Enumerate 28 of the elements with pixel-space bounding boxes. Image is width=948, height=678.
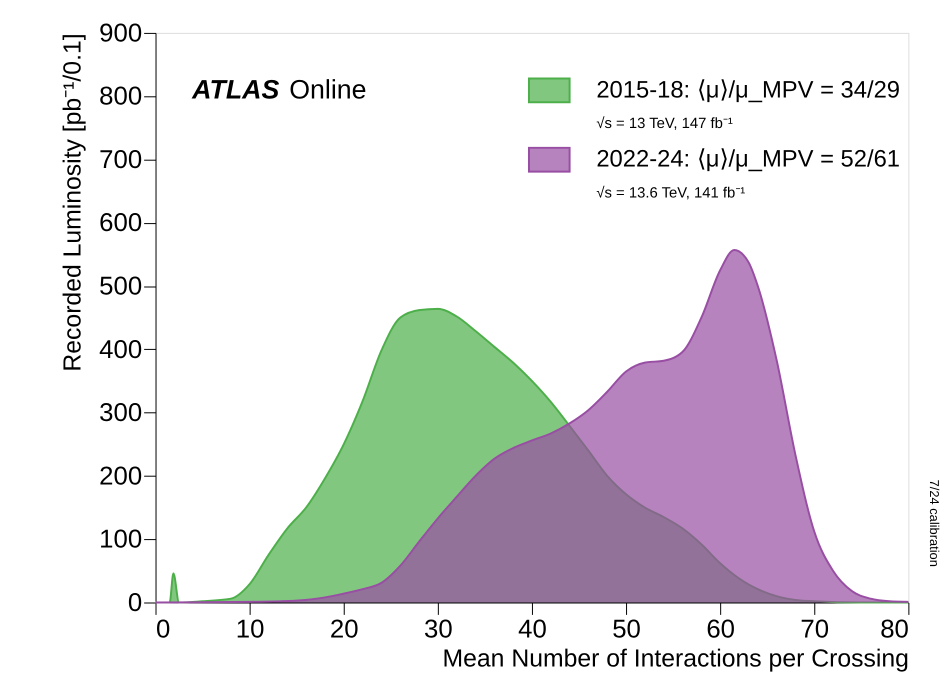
- text: 7/24 calibration: [927, 480, 942, 567]
- x-tick-label: 20: [330, 616, 359, 644]
- y-tick-label: 800: [99, 82, 142, 111]
- x-tick-label: 0: [156, 616, 170, 644]
- y-tick-label: 600: [99, 209, 142, 238]
- y-axis-title: Recorded Luminosity [pb⁻¹/0.1]: [59, 33, 86, 372]
- x-tick-label: 50: [612, 616, 641, 644]
- annotation: √s = 13 TeV, 147 fb⁻¹: [596, 116, 733, 132]
- x-tick-label: 10: [236, 616, 264, 644]
- y-tick-label: 900: [99, 19, 142, 48]
- x-tick-label: 30: [424, 616, 453, 644]
- y-tick-label: 200: [99, 462, 142, 490]
- y-tick-label: 0: [128, 588, 142, 617]
- y-tick-label: 400: [99, 336, 142, 364]
- y-tick-label: 100: [99, 526, 142, 554]
- x-axis-title: Mean Number of Interactions per Crossing: [442, 645, 909, 672]
- x-tick-label: 80: [880, 616, 909, 644]
- x-tick-label: 60: [706, 616, 735, 644]
- annotation: √s = 13.6 TeV, 141 fb⁻¹: [596, 185, 746, 202]
- legend-label: 2015-18: ⟨μ⟩/μ_MPV = 34/29: [596, 76, 900, 104]
- y-tick-label: 500: [99, 272, 142, 300]
- x-tick-label: 40: [518, 616, 547, 644]
- text: Online: [289, 74, 367, 104]
- legend-label: 2022-24: ⟨μ⟩/μ_MPV = 52/61: [596, 146, 900, 173]
- y-tick-label: 700: [99, 146, 142, 174]
- text: ATLAS: [191, 74, 280, 104]
- y-tick-label: 300: [99, 399, 142, 428]
- x-tick-label: 70: [800, 616, 830, 644]
